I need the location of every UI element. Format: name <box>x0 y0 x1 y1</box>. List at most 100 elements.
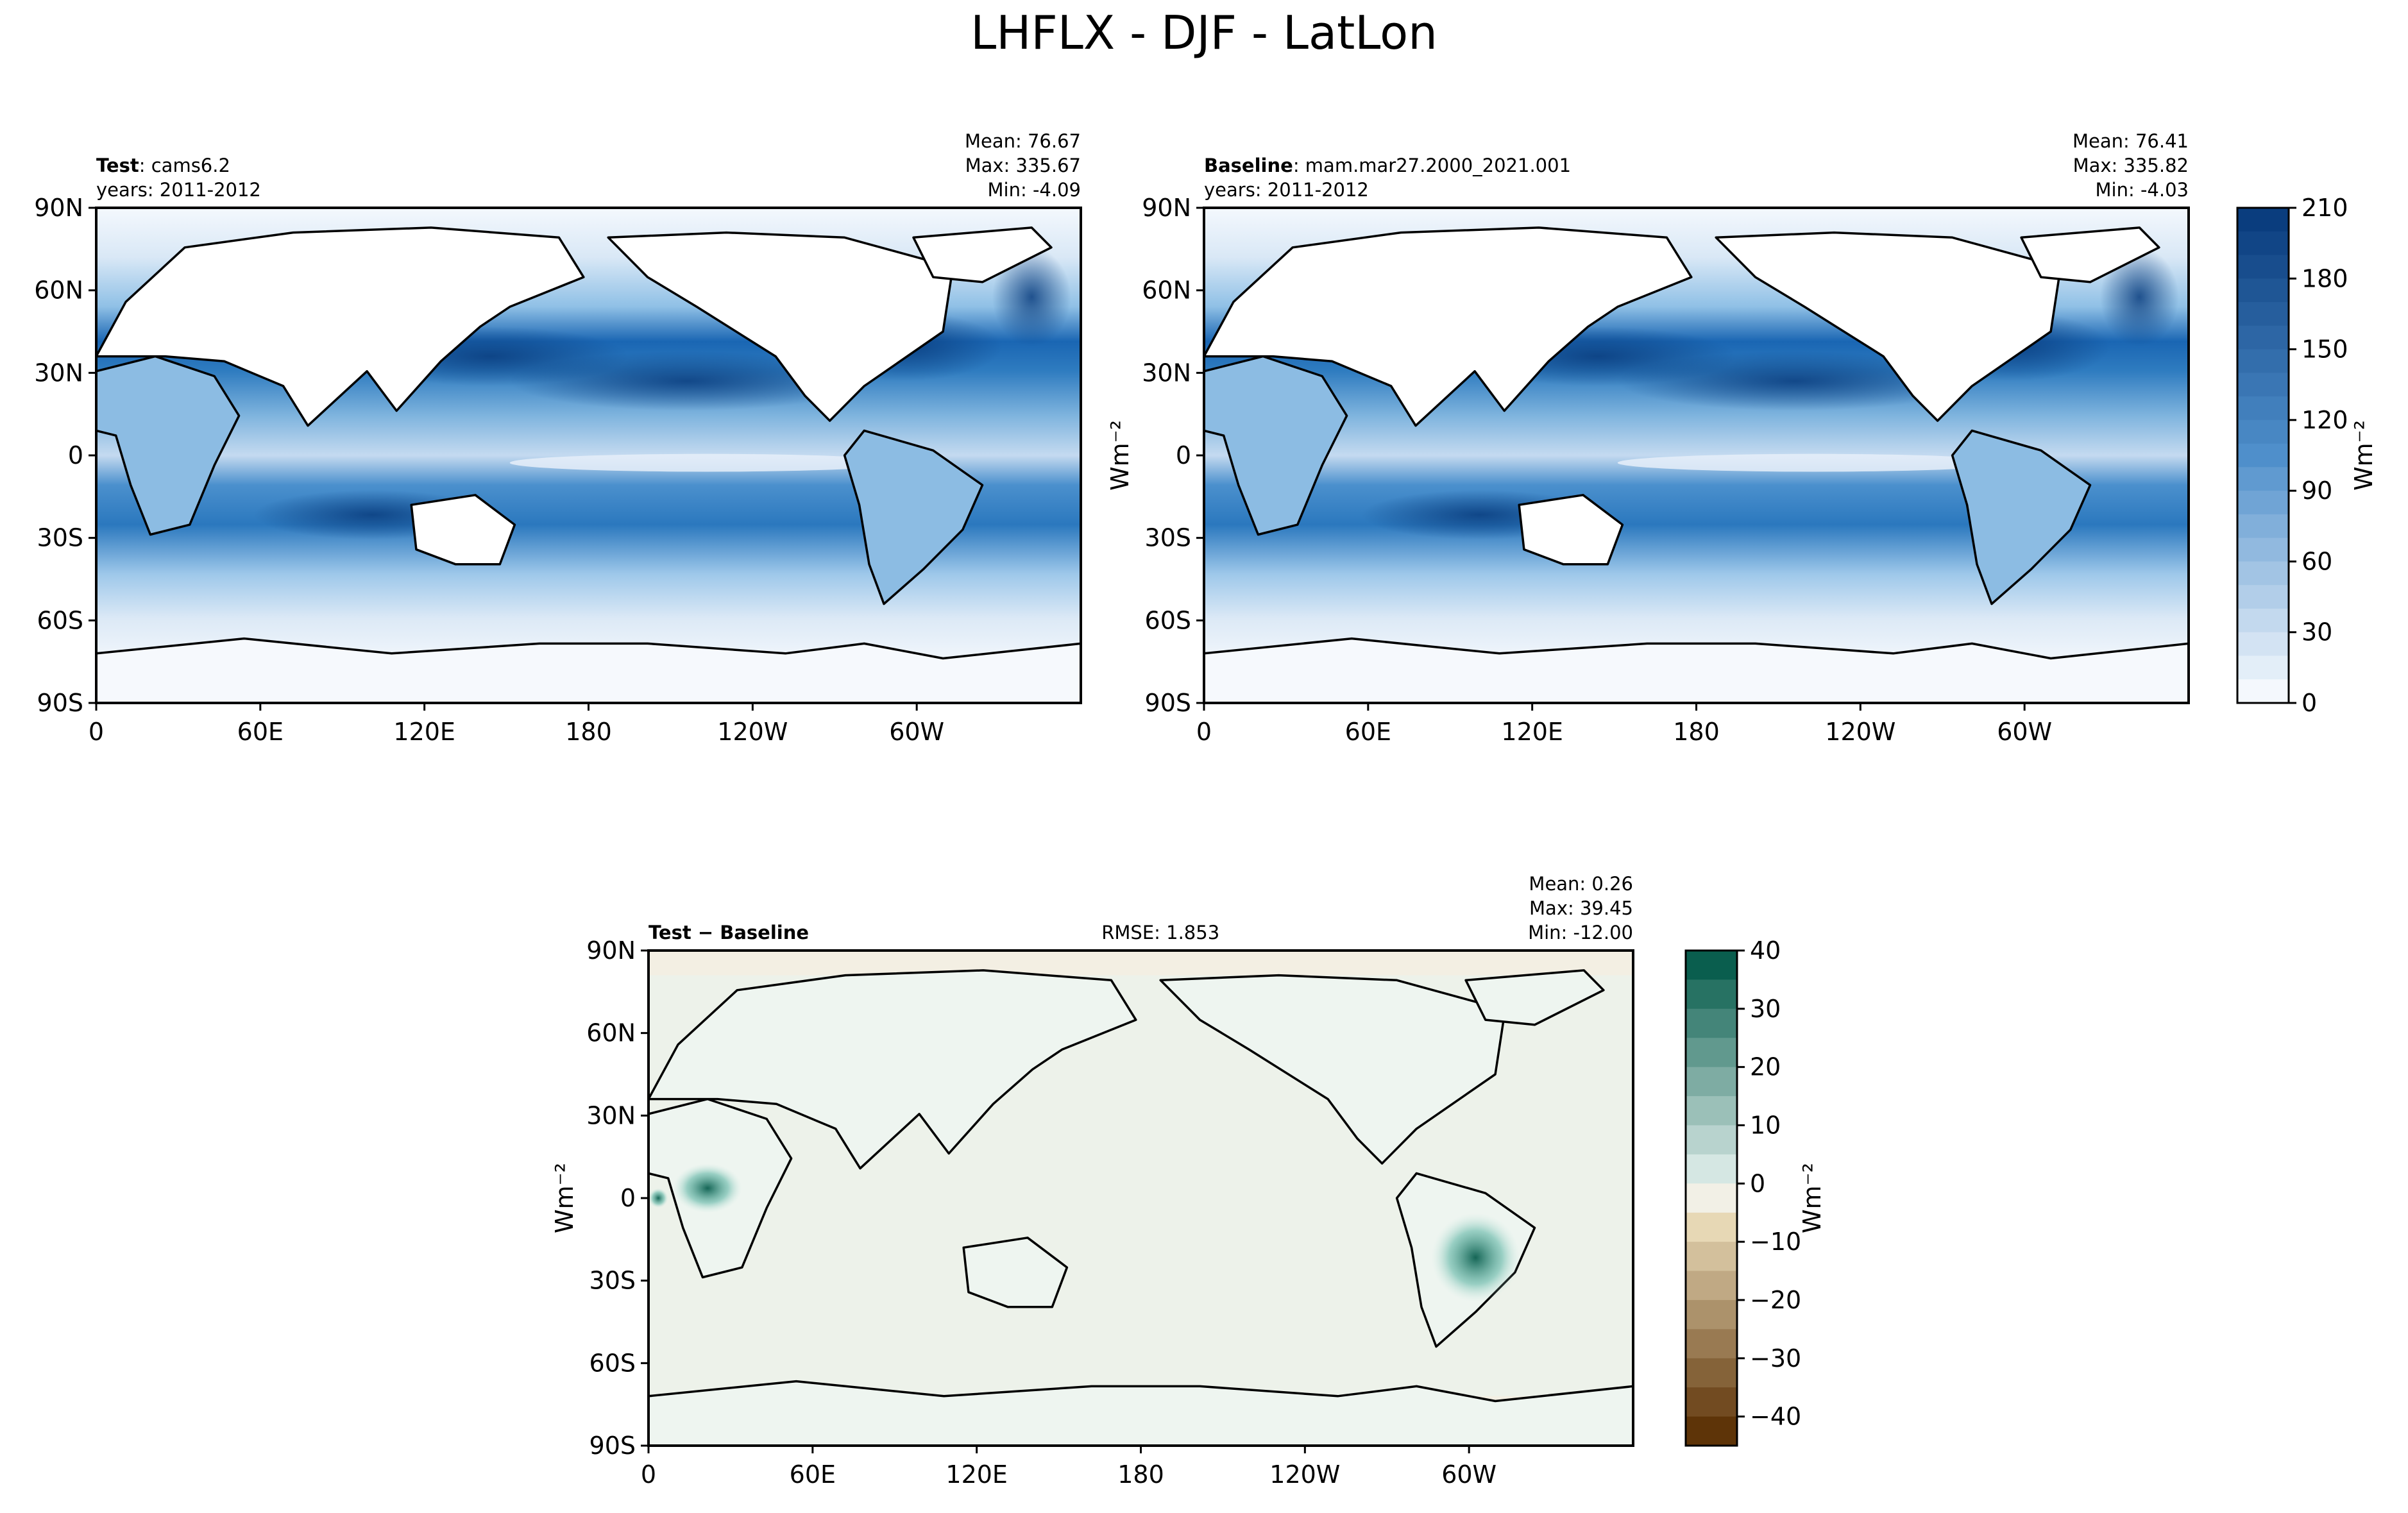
colorbar-tick-label: 60 <box>2302 547 2332 575</box>
x-tick-label: 60W <box>1997 718 2052 746</box>
colorbar-level <box>1686 1183 1737 1213</box>
australia-coastline <box>1518 494 1624 566</box>
colorbar-level <box>1686 1387 1737 1417</box>
flux-maximum <box>1617 351 1972 411</box>
x-tick-label: 60E <box>790 1460 836 1489</box>
panel-label-bold: Test <box>96 155 139 176</box>
samerica-coastline <box>1951 429 2092 605</box>
rmse-label: RMSE: 1.853 <box>1101 922 1219 943</box>
x-tick-label: 60E <box>237 718 284 746</box>
greenland-coastline <box>1464 969 1605 1026</box>
eurasia-coastline <box>1204 226 1693 427</box>
africa-coastline <box>96 355 241 536</box>
colorbar-level <box>2237 255 2289 279</box>
colorbar-level <box>1686 1038 1737 1068</box>
colorbar-tick-label: 150 <box>2302 335 2348 364</box>
colorbar-tick-label: 0 <box>2302 689 2317 717</box>
flux-maximum <box>992 247 1071 347</box>
colorbar-label: Wm⁻² <box>1798 1163 1826 1233</box>
x-tick-label: 60W <box>1441 1460 1497 1489</box>
namerica-coastline <box>607 231 954 422</box>
map-field <box>1204 208 2189 703</box>
stat-label: Max: 335.67 <box>965 155 1081 176</box>
colorbar-tick-label: 180 <box>2302 264 2348 292</box>
stat-label: Min: -12.00 <box>1528 922 1633 943</box>
colorbar-tick-label: 90 <box>2302 477 2332 505</box>
colorbar-tick-label: −20 <box>1750 1286 1801 1314</box>
difference-colorbar: 40 30 20 10 0 −10 −20 −30 −40 Wm⁻² <box>1684 936 1826 1447</box>
x-tick-label: 120W <box>1269 1460 1340 1489</box>
y-tick-label: 60S <box>589 1349 636 1377</box>
colorbar-level <box>2237 208 2289 232</box>
stat-label: Min: -4.09 <box>988 179 1081 201</box>
field-colorbar: 0 30 60 90 120 150 180 210 Wm⁻² <box>2236 194 2378 717</box>
colorbar-level <box>2237 632 2289 656</box>
x-tick-label: 120E <box>945 1460 1008 1489</box>
map-field <box>96 208 1081 703</box>
equatorial-cold-tongue <box>509 453 904 472</box>
x-tick-label: 120W <box>717 718 788 746</box>
samerica-coastline <box>843 429 984 605</box>
y-tick-label: 0 <box>620 1184 636 1212</box>
namerica-coastline <box>1715 231 2062 422</box>
colorbar-level <box>1686 1125 1737 1155</box>
x-tick-label: 0 <box>641 1460 656 1489</box>
colorbar-tick-label: −30 <box>1750 1344 1801 1373</box>
eurasia-coastline <box>96 226 585 427</box>
colorbar-level <box>2237 302 2289 326</box>
colorbar-level <box>1686 1358 1737 1388</box>
colorbar-level <box>2237 373 2289 397</box>
stat-label: Min: -4.03 <box>2096 179 2189 201</box>
positive-difference <box>1431 1213 1520 1303</box>
stat-label: Mean: 76.41 <box>2073 130 2189 152</box>
positive-difference <box>673 1163 742 1213</box>
australia-coastline <box>410 494 516 566</box>
x-tick-label: 180 <box>1117 1460 1164 1489</box>
x-tick-label: 60E <box>1345 718 1391 746</box>
stat-label: Mean: 76.67 <box>965 130 1081 152</box>
colorbar-level <box>2237 561 2289 586</box>
colorbar-level <box>2237 443 2289 468</box>
panel-label-rest: : mam.mar27.2000_2021.001 <box>1293 155 1571 176</box>
colorbar-frame <box>1684 949 1738 1447</box>
colorbar-tick-label: 120 <box>2302 406 2348 434</box>
colorbar-frame <box>2236 207 2290 704</box>
colorbar-tick-label: −10 <box>1750 1228 1801 1256</box>
y-tick-label: 60N <box>1142 276 1191 305</box>
flux-maximum <box>509 351 865 411</box>
colorbar-tick-label: −40 <box>1750 1403 1801 1431</box>
colorbar-level <box>2237 467 2289 491</box>
y-tick-label: 60S <box>1145 606 1191 634</box>
y-axis-label: Wm⁻² <box>1106 420 1134 491</box>
colorbar-level <box>2237 655 2289 680</box>
colorbar-tick-label: 0 <box>1750 1169 1765 1197</box>
colorbar-level <box>2237 679 2289 704</box>
colorbar-level <box>2237 231 2289 256</box>
colorbar-level <box>2237 349 2289 373</box>
colorbar-level <box>2237 585 2289 609</box>
panel-label: Test − Baseline <box>649 922 809 943</box>
y-tick-label: 60S <box>37 606 83 634</box>
x-tick-label: 0 <box>89 718 104 746</box>
y-tick-label: 90S <box>589 1432 636 1460</box>
antarctica-coastline <box>96 637 1081 703</box>
colorbar-tick-label: 20 <box>1750 1053 1781 1081</box>
colorbar-level <box>2237 419 2289 444</box>
x-tick-label: 120W <box>1825 718 1895 746</box>
panel-label-rest: : cams6.2 <box>139 155 230 176</box>
y-tick-label: 30N <box>586 1101 636 1129</box>
map-field <box>649 951 1633 1446</box>
eurasia-coastline <box>649 969 1137 1170</box>
y-tick-label: 90N <box>34 194 83 222</box>
colorbar-level <box>1686 979 1737 1010</box>
antarctica-coastline <box>1204 637 2189 703</box>
colorbar-level <box>2237 608 2289 633</box>
namerica-coastline <box>1159 974 1507 1165</box>
y-tick-label: 30N <box>1142 359 1191 387</box>
y-tick-label: 30N <box>34 359 83 387</box>
colorbar-level <box>1686 1067 1737 1097</box>
stat-label: Max: 335.82 <box>2073 155 2189 176</box>
colorbar-level <box>1686 1212 1737 1242</box>
colorbar-level <box>2237 491 2289 515</box>
